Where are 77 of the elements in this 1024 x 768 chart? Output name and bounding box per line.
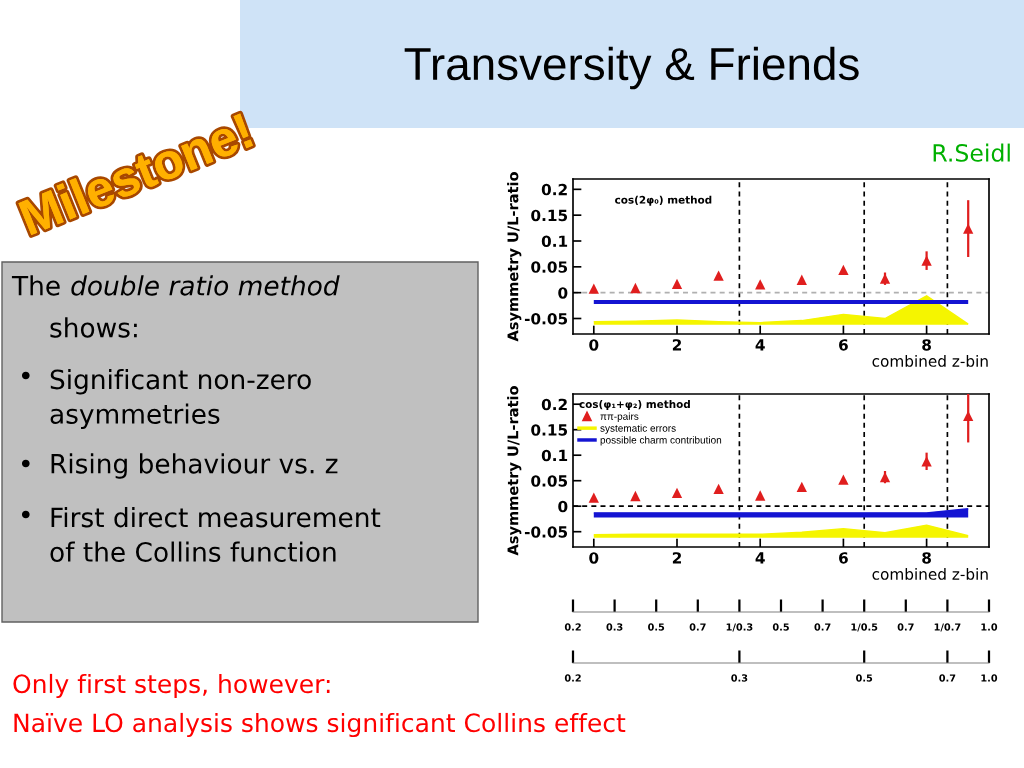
x-tick-label: 4 [755, 339, 765, 351]
point [755, 279, 766, 290]
category-label: 1.0 [981, 623, 998, 631]
text: Only first steps, however: [13, 673, 330, 699]
y-tick-label: 0.05 [531, 261, 568, 273]
category-label: 0.3 [606, 623, 623, 631]
x-tick-label: 2 [672, 339, 681, 351]
x-tick-label: 8 [922, 552, 931, 564]
category-label: 0.7 [814, 623, 831, 631]
point [921, 456, 932, 467]
text: • [21, 510, 30, 519]
x-tick-label: 6 [839, 339, 848, 351]
y-tick-label: 0.05 [531, 475, 568, 487]
category-label: 0.5 [856, 674, 873, 682]
legend-label: possible charm contribution [600, 436, 722, 446]
annotation: cos(2φ₀) method [615, 195, 712, 206]
y-tick-label: -0.05 [524, 312, 568, 325]
legend-title: cos(φ₁+φ₂) method [579, 400, 690, 411]
x-tick-label: 6 [839, 552, 848, 564]
y-axis-title: Asymmetry U/L-ratio [507, 386, 522, 556]
point [713, 270, 724, 281]
text: • [21, 371, 30, 380]
x-axis-title: combined z-bin [872, 355, 988, 367]
text: double ratio method [71, 275, 340, 296]
category-label: 0.7 [939, 674, 956, 682]
legend-label: ππ-pairs [600, 412, 639, 422]
point [671, 278, 683, 290]
y-tick-label: 0.2 [541, 183, 567, 196]
text: Naïve LO analysis shows significant Collins effect [14, 712, 626, 738]
category-label: 0.5 [772, 623, 789, 631]
point [713, 483, 724, 495]
x-axis-title: combined z-bin [872, 568, 988, 580]
x-tick-label: 0 [589, 339, 599, 351]
y-tick-label: -0.05 [524, 526, 568, 538]
y-tick-label: 0.15 [531, 209, 568, 222]
x-tick-label: 8 [922, 339, 931, 351]
y-tick-label: 0.1 [541, 235, 568, 248]
category-label: 1/0.5 [851, 623, 878, 632]
category-label: 0.7 [897, 623, 914, 631]
point [630, 490, 641, 502]
y-tick-label: 0 [558, 500, 568, 513]
category-label: 0.7 [689, 623, 706, 631]
y-tick-label: 0 [558, 287, 568, 299]
point [838, 264, 849, 276]
category-label: 0.5 [648, 623, 665, 631]
legend-label: systematic errors [600, 424, 676, 434]
text: Significant non-zero asymmetries [50, 368, 311, 430]
y-tick-label: 0.15 [531, 424, 568, 436]
point [588, 283, 599, 294]
point [921, 255, 932, 266]
category-label: 1/0.7 [934, 623, 961, 632]
point [796, 481, 807, 492]
category-label: 1.0 [981, 674, 998, 682]
text: Transversity & Friends [404, 46, 859, 90]
text: Rising behaviour vs. z [51, 453, 338, 479]
text: • [21, 459, 30, 468]
x-tick-label: 4 [755, 552, 765, 564]
point [838, 474, 849, 485]
point [588, 492, 599, 503]
text: shows: [50, 317, 137, 338]
x-tick-label: 0 [589, 552, 599, 564]
text: First direct measurement of the Collins function [50, 506, 381, 562]
category-label: 0.2 [564, 623, 581, 631]
point [963, 223, 974, 234]
text: R.Seidl [933, 143, 1010, 162]
x-tick-label: 2 [672, 552, 681, 564]
y-tick-label: 0.2 [541, 398, 567, 411]
text: The [11, 275, 60, 296]
point [796, 274, 807, 285]
category-label: 1/0.3 [726, 623, 753, 632]
y-axis-title: Asymmetry U/L-ratio [507, 172, 522, 342]
point [671, 487, 683, 499]
point [755, 490, 766, 501]
point [630, 282, 641, 294]
category-label: 0.3 [731, 674, 748, 682]
category-label: 0.2 [564, 674, 581, 682]
y-tick-label: 0.1 [541, 449, 568, 462]
